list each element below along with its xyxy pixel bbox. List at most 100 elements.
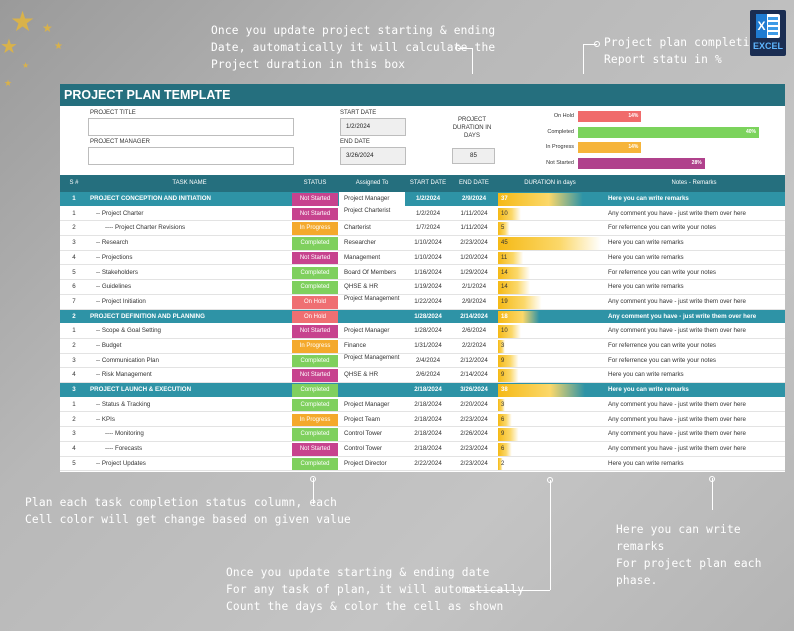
cell-end-date[interactable]: 3/26/2024 xyxy=(460,386,488,394)
status-badge[interactable]: Completed xyxy=(292,281,338,294)
cell-assigned[interactable]: Board Of Members xyxy=(344,268,397,276)
status-badge[interactable]: In Progress xyxy=(292,340,338,353)
status-badge[interactable]: Completed xyxy=(292,266,338,280)
cell-sn[interactable]: 3 xyxy=(72,430,76,438)
cell-task[interactable]: -- Scope & Goal Setting xyxy=(96,327,162,335)
cell-notes[interactable]: Here you can write remarks xyxy=(608,253,684,261)
cell-task[interactable]: -- Research xyxy=(96,239,129,247)
cell-notes[interactable]: For referrence you can write your notes xyxy=(608,224,716,232)
cell-task[interactable]: ---- Monitoring xyxy=(105,430,144,438)
cell-task[interactable]: -- Communication Plan xyxy=(96,356,159,364)
cell-notes[interactable]: For referrence you can write your notes xyxy=(608,268,716,276)
cell-task[interactable]: -- Risk Management xyxy=(96,371,152,379)
cell-task[interactable]: -- KPIs xyxy=(96,415,115,423)
cell-end-date[interactable]: 1/20/2024 xyxy=(460,253,488,261)
cell-sn[interactable]: 2 xyxy=(72,342,76,349)
cell-start-date[interactable]: 1/31/2024 xyxy=(414,342,442,349)
cell-end-date[interactable]: 2/6/2024 xyxy=(461,327,487,335)
cell-notes[interactable]: Here you can write remarks xyxy=(608,371,684,379)
cell-notes[interactable]: For referrence you can write your notes xyxy=(608,356,716,364)
cell-end-date[interactable]: 2/9/2024 xyxy=(461,195,487,202)
cell-assigned[interactable]: Control Tower xyxy=(344,444,383,452)
cell-assigned[interactable]: Project Team xyxy=(344,415,380,423)
cell-task[interactable]: -- Guidelines xyxy=(96,283,132,291)
cell-end-date[interactable]: 1/11/2024 xyxy=(460,224,488,232)
cell-assigned[interactable]: Project Charterist xyxy=(344,207,391,214)
cell-notes[interactable]: Any comment you have - just write them o… xyxy=(608,297,746,305)
cell-assigned[interactable]: QHSE & HR xyxy=(344,371,379,379)
status-badge[interactable]: Completed xyxy=(292,428,338,441)
cell-task[interactable]: -- Project Updates xyxy=(96,459,146,467)
status-badge[interactable]: In Progress xyxy=(292,222,338,236)
status-badge[interactable]: Not Started xyxy=(292,442,338,456)
cell-notes[interactable]: Any comment you have - just write them o… xyxy=(608,415,746,423)
cell-task[interactable]: PROJECT DEFINITION AND PLANNING xyxy=(90,312,205,320)
cell-end-date[interactable]: 2/14/2024 xyxy=(460,371,488,379)
cell-notes[interactable]: For referrence you can write your notes xyxy=(608,342,716,349)
cell-assigned[interactable]: Project Manager xyxy=(339,192,405,207)
cell-start-date[interactable]: 1/10/2024 xyxy=(414,239,442,247)
cell-start-date[interactable]: 2/22/2024 xyxy=(414,459,442,467)
cell-start-date[interactable]: 2/18/2024 xyxy=(414,430,442,438)
cell-notes[interactable]: Any comment you have - just write them o… xyxy=(608,444,746,452)
cell-end-date[interactable]: 2/9/2024 xyxy=(461,297,487,305)
cell-notes[interactable]: Any comment you have - just write them o… xyxy=(608,312,757,320)
status-badge[interactable]: Completed xyxy=(292,237,338,250)
status-badge[interactable]: Not Started xyxy=(292,207,338,221)
cell-task[interactable]: -- Project Charter xyxy=(96,209,144,217)
cell-start-date[interactable]: 2/18/2024 xyxy=(414,386,442,394)
cell-end-date[interactable]: 1/29/2024 xyxy=(460,268,488,276)
status-badge[interactable]: Completed xyxy=(292,354,338,368)
cell-task[interactable]: PROJECT LAUNCH & EXECUTION xyxy=(90,386,192,394)
cell-task[interactable]: ---- Project Charter Revisions xyxy=(105,224,186,232)
cell-notes[interactable]: Any comment you have - just write them o… xyxy=(608,400,746,408)
cell-notes[interactable]: Any comment you have - just write them o… xyxy=(608,430,746,438)
cell-sn[interactable]: 5 xyxy=(72,459,76,467)
cell-end-date[interactable]: 2/2/2024 xyxy=(461,342,487,349)
cell-assigned[interactable]: Finance xyxy=(344,342,367,349)
cell-end-date[interactable]: 2/12/2024 xyxy=(460,356,488,364)
cell-task[interactable]: PROJECT CONCEPTION AND INITIATION xyxy=(90,195,212,202)
cell-task[interactable]: -- Stakeholders xyxy=(96,268,138,276)
cell-assigned[interactable]: Charterist xyxy=(344,224,371,232)
cell-task[interactable]: -- Budget xyxy=(96,342,122,349)
cell-sn[interactable]: 1 xyxy=(72,209,76,217)
cell-notes[interactable]: Any comment you have - just write them o… xyxy=(608,327,746,335)
cell-notes[interactable]: Any comment you have - just write them o… xyxy=(608,209,746,217)
cell-notes[interactable]: Here you can write remarks xyxy=(608,239,684,247)
status-badge[interactable]: On Hold xyxy=(292,295,338,309)
cell-sn[interactable]: 5 xyxy=(72,268,76,276)
cell-start-date[interactable]: 1/10/2024 xyxy=(414,253,442,261)
status-badge[interactable]: Not Started xyxy=(292,193,338,206)
cell-start-date[interactable]: 2/18/2024 xyxy=(414,400,442,408)
cell-notes[interactable]: Here you can write remarks xyxy=(608,283,684,291)
cell-start-date[interactable]: 1/28/2024 xyxy=(414,327,442,335)
end-date-input[interactable]: 3/26/2024 xyxy=(340,147,406,165)
cell-task[interactable]: -- Status & Tracking xyxy=(96,400,151,408)
status-badge[interactable]: In Progress xyxy=(292,413,338,427)
cell-task[interactable]: -- Project Initiation xyxy=(96,297,146,305)
cell-end-date[interactable]: 2/23/2024 xyxy=(460,459,488,467)
cell-task[interactable]: ---- Forecasts xyxy=(105,444,143,452)
status-badge[interactable]: Completed xyxy=(292,457,338,471)
cell-sn[interactable]: 4 xyxy=(72,444,76,452)
cell-start-date[interactable]: 2/18/2024 xyxy=(414,444,442,452)
cell-start-date[interactable]: 2/6/2024 xyxy=(415,371,441,379)
cell-start-date[interactable]: 2/4/2024 xyxy=(415,356,441,364)
cell-sn[interactable]: 2 xyxy=(72,312,76,320)
status-badge[interactable]: Not Started xyxy=(292,251,338,265)
status-badge[interactable]: Completed xyxy=(292,384,338,397)
cell-sn[interactable]: 4 xyxy=(72,371,76,379)
cell-start-date[interactable]: 1/22/2024 xyxy=(414,297,442,305)
cell-notes[interactable]: Here you can write remarks xyxy=(608,195,689,202)
project-manager-input[interactable] xyxy=(88,147,294,165)
cell-assigned[interactable]: QHSE & HR xyxy=(344,283,379,291)
cell-sn[interactable]: 3 xyxy=(72,356,76,364)
status-badge[interactable]: On Hold xyxy=(292,310,338,324)
cell-end-date[interactable]: 2/1/2024 xyxy=(461,283,487,291)
cell-assigned[interactable]: Researcher xyxy=(344,239,376,247)
cell-sn[interactable]: 2 xyxy=(72,224,76,232)
cell-notes[interactable]: Here you can write remarks xyxy=(608,386,689,394)
cell-assigned[interactable] xyxy=(344,310,404,325)
cell-end-date[interactable]: 2/23/2024 xyxy=(460,239,488,247)
